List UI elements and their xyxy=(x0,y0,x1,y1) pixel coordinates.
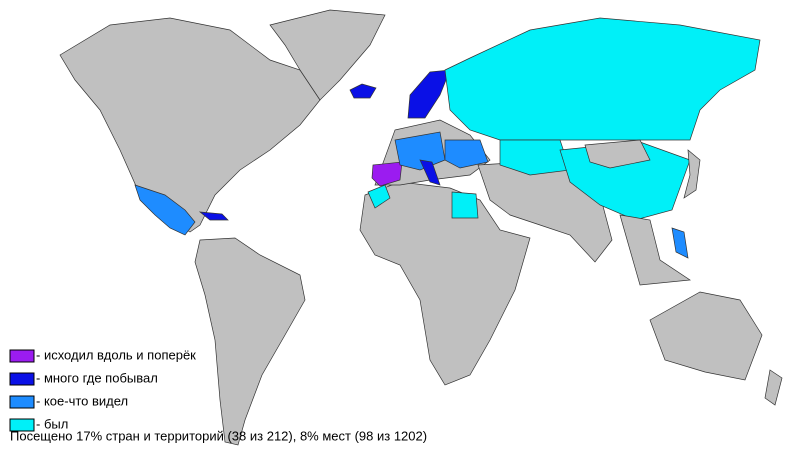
africa xyxy=(359,181,531,386)
japan xyxy=(683,149,701,199)
legend-swatch xyxy=(9,372,35,386)
southeast-asia xyxy=(619,214,692,286)
legend-label: - исходил вдоль и поперёк xyxy=(36,347,196,362)
iceland xyxy=(349,83,377,99)
new-zealand xyxy=(764,369,783,406)
australia xyxy=(649,291,763,381)
egypt xyxy=(451,191,479,219)
legend-swatch xyxy=(9,418,35,432)
north-america xyxy=(59,17,321,233)
morocco xyxy=(367,184,391,209)
legend-label: - много где побывал xyxy=(36,370,158,385)
greenland xyxy=(269,9,386,101)
legend-swatch xyxy=(9,395,35,409)
cuba xyxy=(198,211,229,221)
legend-label: - был xyxy=(36,416,68,431)
eastern-europe xyxy=(444,139,489,169)
caption: Посещено 17% стран и территорий (38 из 2… xyxy=(10,428,427,443)
legend-swatch xyxy=(9,349,35,363)
scandinavia xyxy=(407,69,451,119)
italy xyxy=(419,159,441,186)
south-america xyxy=(194,237,306,446)
spain xyxy=(371,161,403,187)
philippines xyxy=(671,227,689,259)
legend-label: - кое-что видел xyxy=(36,393,128,408)
mongolia xyxy=(584,139,651,169)
russia xyxy=(444,17,761,141)
mexico xyxy=(134,184,196,236)
legend: - исходил вдоль и поперёк - много где поб… xyxy=(9,347,196,432)
central-asia xyxy=(499,139,571,176)
